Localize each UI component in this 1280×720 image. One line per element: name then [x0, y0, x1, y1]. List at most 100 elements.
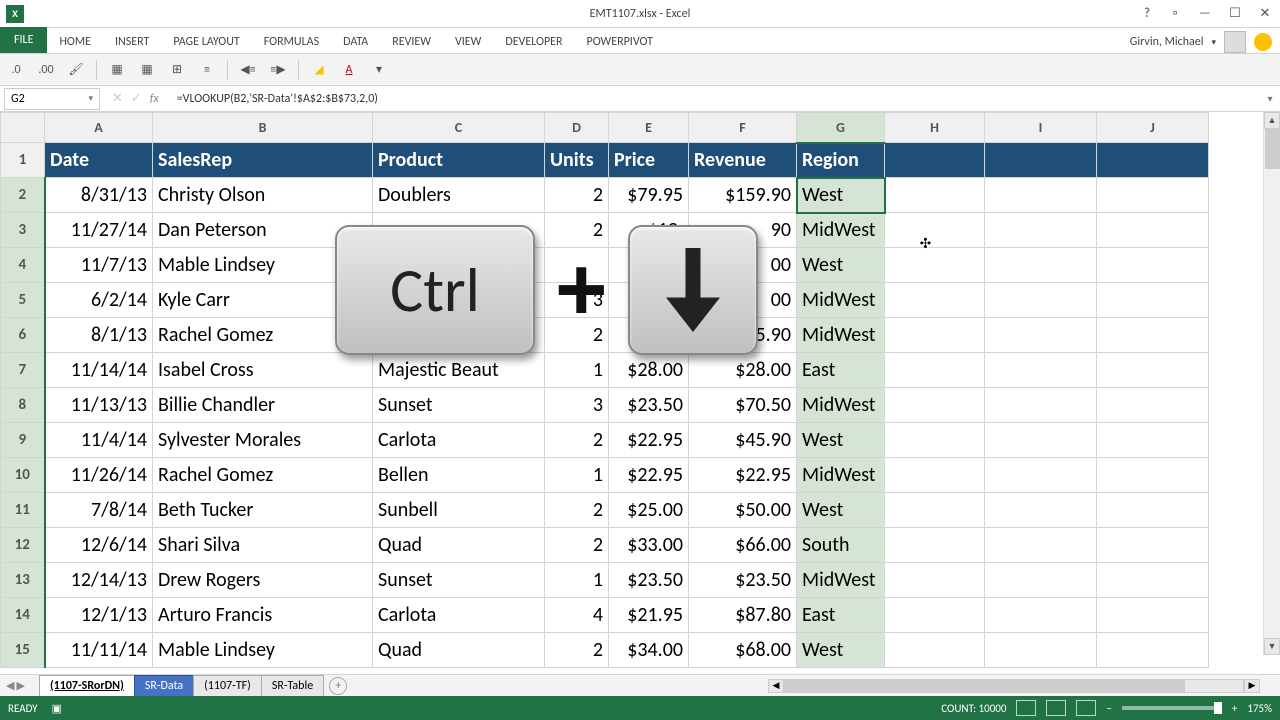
- sheet-nav-next-icon[interactable]: ▶: [16, 679, 24, 692]
- cell[interactable]: MidWest: [797, 388, 885, 423]
- header-cell[interactable]: Units: [545, 143, 609, 178]
- cell[interactable]: [985, 423, 1097, 458]
- cell[interactable]: Shari Silva: [153, 528, 373, 563]
- cell[interactable]: $45.90: [689, 318, 797, 353]
- cell[interactable]: $33.00: [609, 528, 689, 563]
- decrease-indent-icon[interactable]: ◀≡: [238, 60, 258, 80]
- ribbon-tab-view[interactable]: VIEW: [443, 31, 493, 53]
- cell[interactable]: MidWest: [797, 458, 885, 493]
- cell[interactable]: [885, 318, 985, 353]
- page-layout-view-icon[interactable]: [1046, 700, 1066, 716]
- cell[interactable]: $79.95: [609, 178, 689, 213]
- minimize-icon[interactable]: —: [1190, 0, 1220, 28]
- namebox-dropdown-icon[interactable]: ▾: [88, 93, 93, 104]
- cell[interactable]: [985, 563, 1097, 598]
- cell[interactable]: [885, 493, 985, 528]
- help-icon[interactable]: ?: [1144, 6, 1150, 21]
- normal-view-icon[interactable]: [1016, 700, 1036, 716]
- cell[interactable]: West: [797, 178, 885, 213]
- cell[interactable]: West: [797, 633, 885, 668]
- cell[interactable]: 11/11/14: [45, 633, 153, 668]
- hscroll-left-icon[interactable]: ◀: [768, 679, 784, 693]
- cell[interactable]: Mable Lindsey: [153, 633, 373, 668]
- ribbon-tab-data[interactable]: DATA: [331, 31, 380, 53]
- ribbon-tab-formulas[interactable]: FORMULAS: [252, 31, 331, 53]
- cell[interactable]: $66.00: [689, 528, 797, 563]
- sheet-tab[interactable]: (1107-SRorDN): [39, 675, 135, 697]
- cell[interactable]: $22.95: [689, 458, 797, 493]
- maximize-icon[interactable]: ☐: [1220, 0, 1250, 28]
- sheet-tab[interactable]: (1107-TF): [193, 675, 262, 697]
- cell[interactable]: [1097, 388, 1209, 423]
- cell[interactable]: [885, 633, 985, 668]
- cell[interactable]: 11/14/14: [45, 353, 153, 388]
- cell[interactable]: $25.: [609, 248, 689, 283]
- cell[interactable]: 11/4/14: [45, 423, 153, 458]
- column-header[interactable]: A: [45, 113, 153, 143]
- cell[interactable]: 2: [545, 493, 609, 528]
- cell[interactable]: [985, 598, 1097, 633]
- header-cell[interactable]: Date: [45, 143, 153, 178]
- cell[interactable]: $34.00: [609, 633, 689, 668]
- cell[interactable]: Carlota: [373, 423, 545, 458]
- column-header[interactable]: H: [885, 113, 985, 143]
- row-header[interactable]: 8: [1, 388, 45, 423]
- cell[interactable]: $21.95: [609, 598, 689, 633]
- cell[interactable]: Beth Tucker: [153, 493, 373, 528]
- cell[interactable]: MidWest: [797, 563, 885, 598]
- merge-icon[interactable]: ⊞: [167, 60, 187, 80]
- sheet-nav-prev-icon[interactable]: ◀: [6, 679, 14, 692]
- cell[interactable]: 11/7/13: [45, 248, 153, 283]
- cell[interactable]: 8/1/13: [45, 318, 153, 353]
- scroll-down-icon[interactable]: ▼: [1264, 638, 1280, 655]
- row-header[interactable]: 2: [1, 178, 45, 213]
- header-cell[interactable]: [985, 143, 1097, 178]
- fill-color-icon[interactable]: ◢: [309, 60, 329, 80]
- cell[interactable]: [885, 563, 985, 598]
- header-cell[interactable]: SalesRep: [153, 143, 373, 178]
- cell[interactable]: [373, 283, 545, 318]
- cell[interactable]: $22.95: [609, 318, 689, 353]
- cell[interactable]: [885, 353, 985, 388]
- cell[interactable]: $33.: [609, 283, 689, 318]
- cell[interactable]: 90: [689, 213, 797, 248]
- cell[interactable]: 8/31/13: [45, 178, 153, 213]
- cell[interactable]: Isabel Cross: [153, 353, 373, 388]
- cell[interactable]: [885, 248, 985, 283]
- row-header[interactable]: 9: [1, 423, 45, 458]
- cell[interactable]: [985, 633, 1097, 668]
- zoom-out-icon[interactable]: −: [1106, 702, 1111, 715]
- cell[interactable]: Bellen: [373, 458, 545, 493]
- format-painter-icon[interactable]: 🖌: [66, 60, 86, 80]
- cell[interactable]: $28.00: [609, 353, 689, 388]
- cell[interactable]: [885, 423, 985, 458]
- ribbon-tab-review[interactable]: REVIEW: [380, 31, 443, 53]
- cell[interactable]: 00: [689, 248, 797, 283]
- cell[interactable]: $22.95: [609, 423, 689, 458]
- cell[interactable]: [985, 388, 1097, 423]
- cell[interactable]: $159.90: [689, 178, 797, 213]
- cell[interactable]: 6/2/14: [45, 283, 153, 318]
- decrease-decimal-icon[interactable]: .0: [6, 60, 26, 80]
- cell[interactable]: [985, 283, 1097, 318]
- cell[interactable]: [1097, 318, 1209, 353]
- cell[interactable]: 12/1/13: [45, 598, 153, 633]
- cancel-formula-icon[interactable]: ✕: [112, 91, 123, 106]
- header-cell[interactable]: [1097, 143, 1209, 178]
- cell[interactable]: Mable Lindsey: [153, 248, 373, 283]
- more-icon[interactable]: ▾: [369, 60, 389, 80]
- row-header[interactable]: 4: [1, 248, 45, 283]
- cell[interactable]: 2: [545, 633, 609, 668]
- cell[interactable]: 1: [545, 353, 609, 388]
- cell[interactable]: Majestic Beaut: [373, 353, 545, 388]
- cell[interactable]: [985, 213, 1097, 248]
- column-header[interactable]: F: [689, 113, 797, 143]
- cell[interactable]: $70.50: [689, 388, 797, 423]
- user-avatar-icon[interactable]: [1224, 31, 1246, 53]
- cell[interactable]: [1097, 353, 1209, 388]
- cell[interactable]: [885, 388, 985, 423]
- cell[interactable]: [1097, 213, 1209, 248]
- cell[interactable]: Rachel Gomez: [153, 318, 373, 353]
- cell[interactable]: Sunset: [373, 563, 545, 598]
- page-break-view-icon[interactable]: [1076, 700, 1096, 716]
